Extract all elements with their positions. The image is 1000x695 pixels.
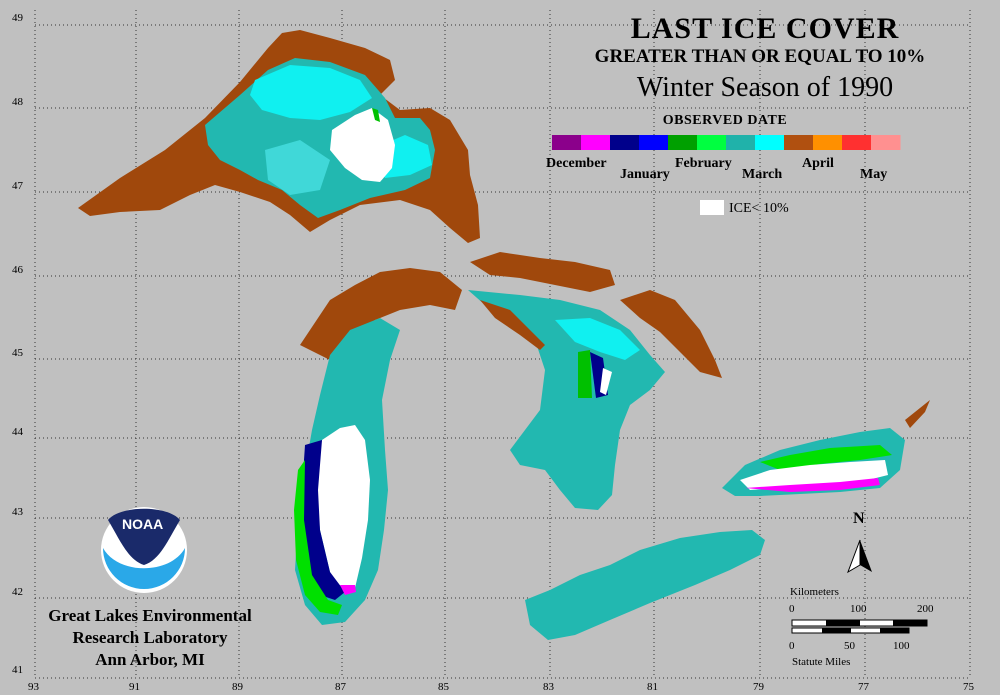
scale-km-tick: 0 xyxy=(789,603,795,615)
lake-ontario xyxy=(722,400,930,496)
scale-km-tick: 100 xyxy=(850,603,867,615)
legend-swatch xyxy=(697,135,727,150)
scale-km-title: Kilometers xyxy=(790,586,839,598)
lat-label: 42 xyxy=(12,586,23,598)
lat-label: 46 xyxy=(12,264,23,276)
legend-heading: OBSERVED DATE xyxy=(662,113,788,128)
lat-label: 48 xyxy=(12,96,23,108)
legend-swatch xyxy=(755,135,785,150)
lat-label: 49 xyxy=(12,12,23,24)
lon-label: 93 xyxy=(28,681,39,693)
legend-month-january: January xyxy=(620,167,670,182)
north-arrow xyxy=(847,539,872,574)
lon-label: 83 xyxy=(543,681,554,693)
lat-label: 44 xyxy=(12,426,23,438)
lab-line-1: Great Lakes Environmental xyxy=(48,606,252,625)
legend-month-december: December xyxy=(546,156,607,171)
north-channel xyxy=(470,252,722,378)
scale-mi-tick: 0 xyxy=(789,640,795,652)
ice-legend-swatch xyxy=(700,200,724,215)
legend-month-may: May xyxy=(860,167,888,182)
lat-label: 45 xyxy=(12,347,23,359)
legend-swatch xyxy=(842,135,872,150)
legend-swatch xyxy=(871,135,901,150)
scale-mi-tick: 50 xyxy=(844,640,855,652)
ice-legend-label: ICE< 10% xyxy=(729,201,789,216)
scale-mi-tick: 100 xyxy=(893,640,910,652)
scale-km-tick: 200 xyxy=(917,603,934,615)
legend-swatch xyxy=(552,135,582,150)
lat-label: 47 xyxy=(12,180,23,192)
lake-erie xyxy=(525,530,765,640)
legend-swatch xyxy=(784,135,814,150)
lake-michigan xyxy=(294,268,462,625)
legend-color-bar xyxy=(552,135,901,150)
lon-label: 77 xyxy=(858,681,869,693)
legend-swatch xyxy=(726,135,756,150)
legend-swatch xyxy=(639,135,669,150)
scale-mi-title: Statute Miles xyxy=(792,656,851,668)
lon-label: 91 xyxy=(129,681,140,693)
scale-bar xyxy=(791,619,928,634)
lon-label: 81 xyxy=(647,681,658,693)
lon-label: 79 xyxy=(753,681,764,693)
lab-line-3: Ann Arbor, MI xyxy=(95,650,205,669)
lake-superior xyxy=(78,30,480,243)
lab-line-2: Research Laboratory xyxy=(72,628,228,647)
lon-label: 85 xyxy=(438,681,449,693)
lat-label: 41 xyxy=(12,664,23,676)
lat-label: 43 xyxy=(12,506,23,518)
legend-swatch xyxy=(610,135,640,150)
title-line-2: GREATER THAN OR EQUAL TO 10% xyxy=(594,46,926,67)
lon-label: 89 xyxy=(232,681,243,693)
title-line-1: LAST ICE COVER xyxy=(630,12,900,45)
legend-swatch xyxy=(668,135,698,150)
lon-label: 75 xyxy=(963,681,974,693)
noaa-logo xyxy=(101,507,187,593)
north-label: N xyxy=(853,510,865,527)
title-line-3: Winter Season of 1990 xyxy=(636,72,894,103)
lake-huron xyxy=(468,290,665,510)
legend-month-april: April xyxy=(802,156,834,171)
noaa-logo-text: NOAA xyxy=(122,516,164,532)
legend-month-march: March xyxy=(742,167,783,182)
legend-swatch xyxy=(813,135,843,150)
legend-month-february: February xyxy=(675,156,732,171)
legend-swatch xyxy=(581,135,611,150)
lon-label: 87 xyxy=(335,681,346,693)
